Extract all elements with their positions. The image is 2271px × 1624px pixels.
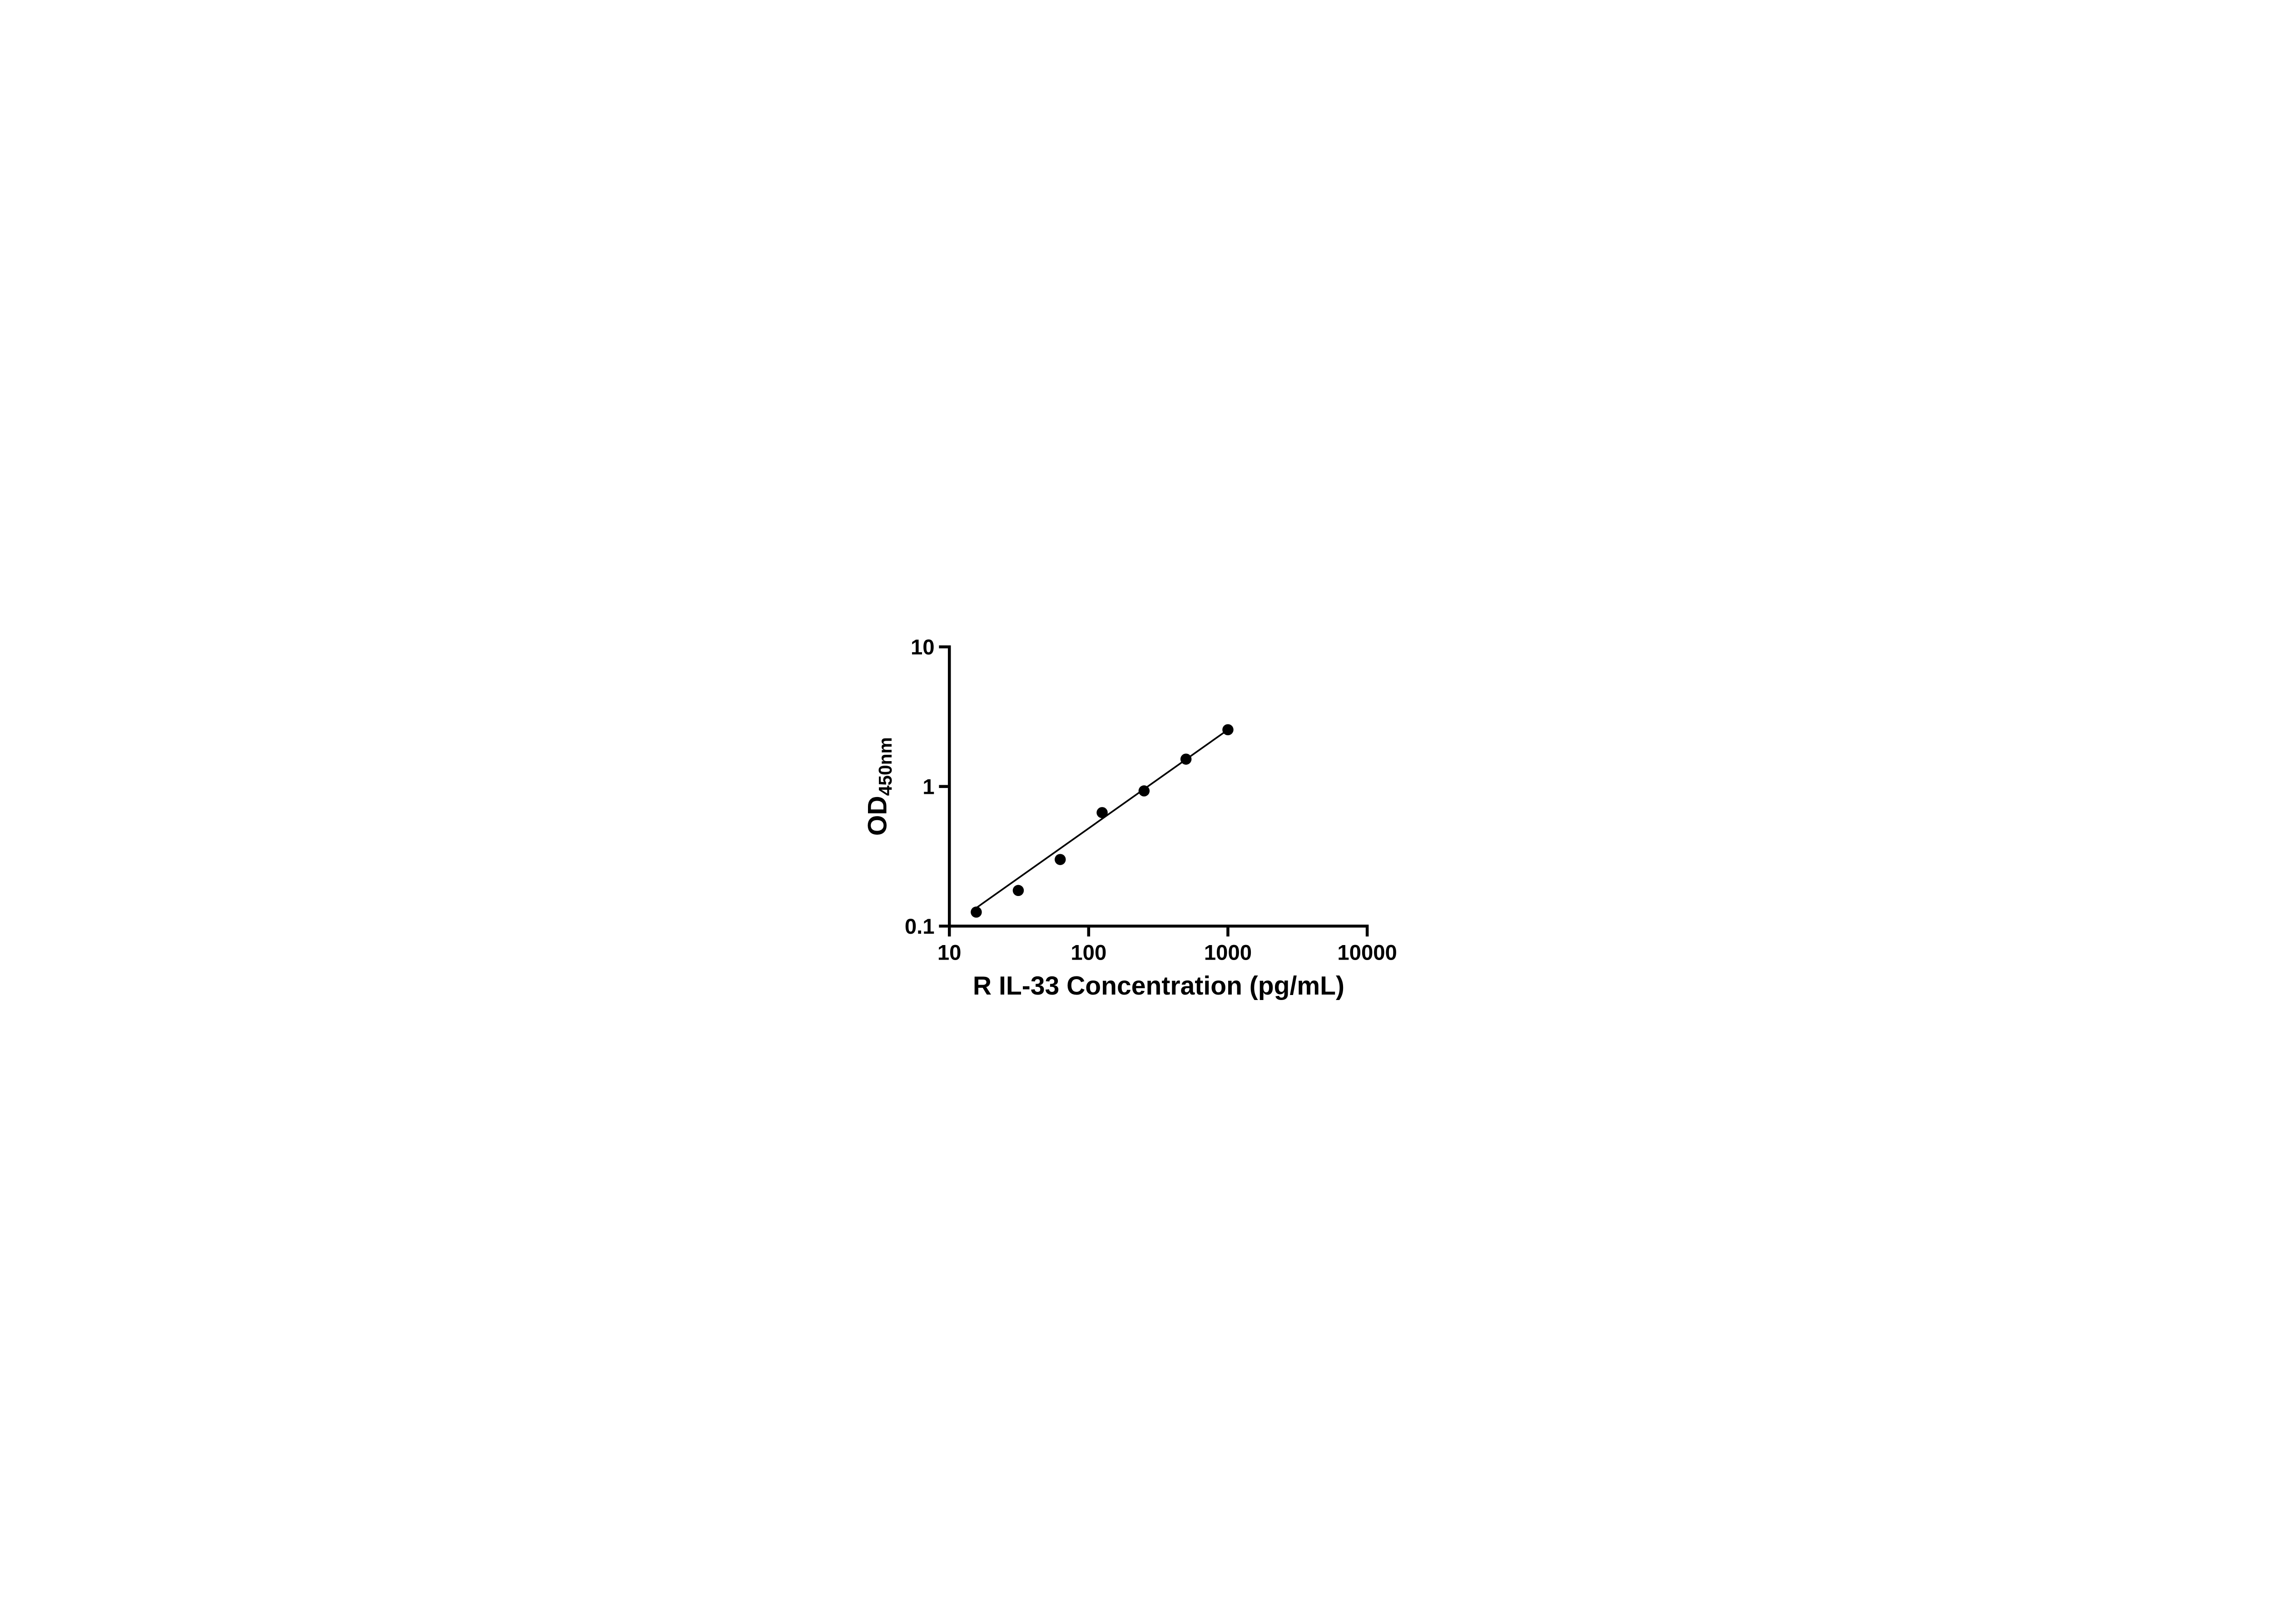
data-point <box>1055 853 1066 865</box>
data-point <box>1096 807 1108 818</box>
axis-spine <box>947 645 1369 928</box>
y-axis-label-main: OD <box>863 796 893 836</box>
data-point <box>1138 785 1150 797</box>
y-tick-label: 1 <box>922 775 934 799</box>
data-point <box>1180 753 1192 765</box>
x-tick-label: 1000 <box>1204 941 1252 965</box>
x-tick-label: 10000 <box>1337 941 1397 965</box>
tick-marks <box>939 645 1369 936</box>
data-point <box>1222 724 1234 735</box>
y-tick-label: 0.1 <box>905 914 935 938</box>
tick-labels: 10 100 1000 10000 0.1 1 10 <box>905 635 1397 965</box>
chart-canvas: 10 100 1000 10000 0.1 1 10 OD450nm R IL-33 Con… <box>863 635 1397 1000</box>
elisa-standard-curve-figure: 10 100 1000 10000 0.1 1 10 OD450nm R IL-33 Con… <box>849 609 1422 1015</box>
axes <box>947 645 1369 928</box>
y-tick-label: 10 <box>911 635 935 659</box>
data-series <box>971 724 1234 918</box>
y-axis-label-subscript: 450nm <box>875 737 896 796</box>
data-point <box>1012 885 1024 896</box>
data-point <box>971 906 982 918</box>
x-tick-label: 100 <box>1071 941 1106 965</box>
x-axis-label: R IL-33 Concentration (pg/mL) <box>973 971 1344 1000</box>
y-axis-label: OD450nm <box>863 737 896 836</box>
x-tick-label: 10 <box>937 941 962 965</box>
